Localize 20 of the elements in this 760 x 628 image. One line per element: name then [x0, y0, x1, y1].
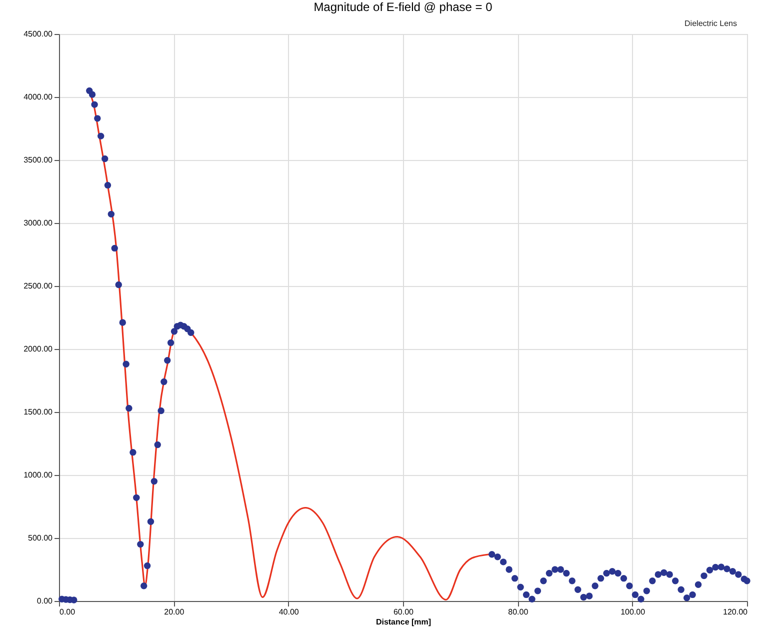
- x-tick-label: 20.00: [164, 608, 185, 616]
- x-tick-label: 100.00: [620, 608, 646, 616]
- x-tick-label: 80.00: [508, 608, 529, 616]
- y-tick-label: 3500.00: [24, 156, 54, 164]
- x-tick-label: 120.00: [723, 608, 748, 616]
- y-tick-label: 500.00: [28, 534, 54, 542]
- x-tick-label: 40.00: [278, 608, 300, 616]
- y-tick-label: 3000.00: [24, 218, 54, 228]
- y-tick-label: 2500.00: [24, 282, 54, 290]
- y-tick-label: 1500.00: [24, 408, 54, 416]
- x-tick-label: 0.00: [60, 608, 76, 616]
- y-tick-label: 4000.00: [24, 92, 54, 102]
- x-axis-title: Distance [mm]: [376, 618, 432, 626]
- y-tick-label: 1000.00: [24, 470, 54, 480]
- y-tick-label: 0.00: [36, 596, 54, 606]
- text: Dielectric Lens: [684, 19, 737, 28]
- y-tick-label: 4500.00: [24, 30, 54, 38]
- y-tick-label: 2000.00: [24, 344, 54, 354]
- x-tick-label: 60.00: [393, 608, 414, 616]
- chart-title: Magnitude of E-field @ phase = 0: [314, 0, 493, 14]
